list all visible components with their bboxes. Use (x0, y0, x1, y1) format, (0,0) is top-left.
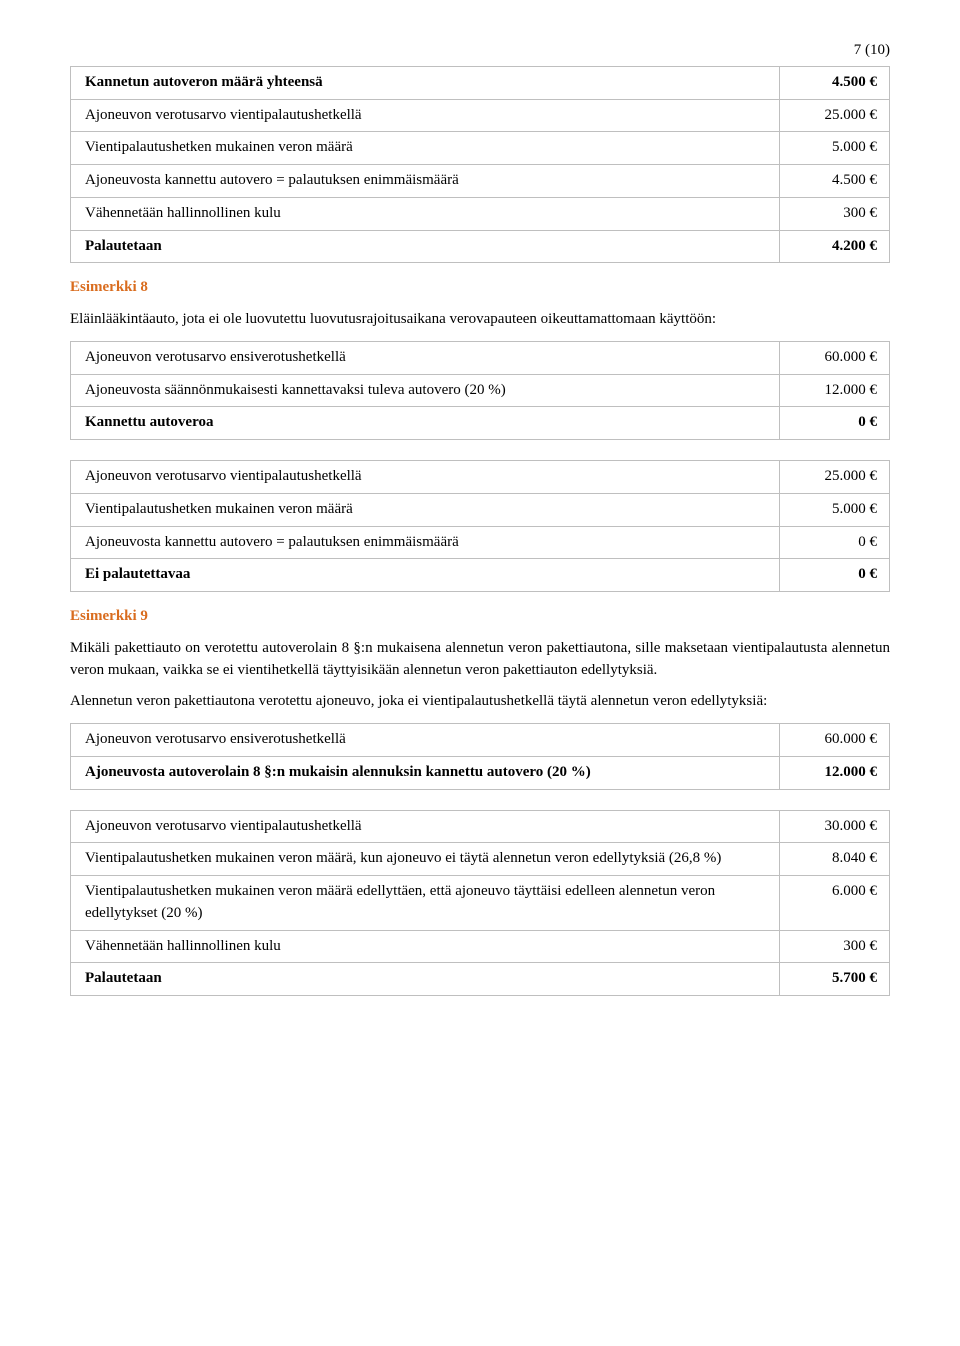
table-row: Vähennetään hallinnollinen kulu300 € (71, 197, 890, 230)
table-4: Ajoneuvon verotusarvo ensiverotushetkell… (70, 723, 890, 790)
cell-label: Ajoneuvon verotusarvo ensiverotushetkell… (71, 341, 780, 374)
cell-label: Kannetun autoveron määrä yhteensä (71, 66, 780, 99)
cell-value: 6.000 € (780, 876, 890, 931)
cell-label: Ajoneuvosta kannettu autovero = palautuk… (71, 526, 780, 559)
cell-value: 8.040 € (780, 843, 890, 876)
table-row: Ajoneuvon verotusarvo vientipalautushetk… (71, 810, 890, 843)
cell-label: Ajoneuvon verotusarvo vientipalautushetk… (71, 810, 780, 843)
cell-label: Ajoneuvosta kannettu autovero = palautuk… (71, 165, 780, 198)
cell-value: 300 € (780, 930, 890, 963)
cell-label: Ajoneuvon verotusarvo vientipalautushetk… (71, 461, 780, 494)
cell-label: Ajoneuvosta säännönmukaisesti kannettava… (71, 374, 780, 407)
cell-value: 0 € (780, 559, 890, 592)
cell-value: 60.000 € (780, 341, 890, 374)
cell-label: Ajoneuvon verotusarvo ensiverotushetkell… (71, 724, 780, 757)
cell-label: Vähennetään hallinnollinen kulu (71, 197, 780, 230)
cell-label: Vientipalautushetken mukainen veron määr… (71, 493, 780, 526)
table-row: Vähennetään hallinnollinen kulu300 € (71, 930, 890, 963)
table-row: Ajoneuvon verotusarvo ensiverotushetkell… (71, 724, 890, 757)
table-row: Ajoneuvon verotusarvo vientipalautushetk… (71, 461, 890, 494)
cell-label: Vientipalautushetken mukainen veron määr… (71, 843, 780, 876)
cell-value: 0 € (780, 526, 890, 559)
cell-label: Ajoneuvosta autoverolain 8 §:n mukaisin … (71, 756, 780, 789)
table-row: Ajoneuvosta autoverolain 8 §:n mukaisin … (71, 756, 890, 789)
table-row: Ajoneuvon verotusarvo vientipalautushetk… (71, 99, 890, 132)
table-row: Ajoneuvosta säännönmukaisesti kannettava… (71, 374, 890, 407)
table-row: Palautetaan5.700 € (71, 963, 890, 996)
table-row: Vientipalautushetken mukainen veron määr… (71, 493, 890, 526)
cell-value: 4.500 € (780, 165, 890, 198)
cell-value: 5.000 € (780, 132, 890, 165)
cell-value: 25.000 € (780, 461, 890, 494)
cell-value: 4.500 € (780, 66, 890, 99)
page-number: 7 (10) (70, 40, 890, 62)
table-row: Kannetun autoveron määrä yhteensä4.500 € (71, 66, 890, 99)
table-3: Ajoneuvon verotusarvo vientipalautushetk… (70, 460, 890, 592)
cell-value: 12.000 € (780, 374, 890, 407)
example-8-intro: Eläinlääkintäauto, jota ei ole luovutett… (70, 309, 890, 331)
example-9-para-2: Alennetun veron pakettiautona verotettu … (70, 691, 890, 713)
table-row: Kannettu autoveroa0 € (71, 407, 890, 440)
table-row: Ajoneuvosta kannettu autovero = palautuk… (71, 526, 890, 559)
cell-value: 30.000 € (780, 810, 890, 843)
table-row: Vientipalautushetken mukainen veron määr… (71, 843, 890, 876)
cell-label: Ei palautettavaa (71, 559, 780, 592)
cell-value: 0 € (780, 407, 890, 440)
cell-value: 5.700 € (780, 963, 890, 996)
cell-value: 25.000 € (780, 99, 890, 132)
table-row: Vientipalautushetken mukainen veron määr… (71, 132, 890, 165)
cell-label: Vientipalautushetken mukainen veron määr… (71, 132, 780, 165)
table-row: Ajoneuvon verotusarvo ensiverotushetkell… (71, 341, 890, 374)
table-row: Vientipalautushetken mukainen veron määr… (71, 876, 890, 931)
cell-value: 12.000 € (780, 756, 890, 789)
example-heading-9: Esimerkki 9 (70, 606, 890, 628)
cell-value: 4.200 € (780, 230, 890, 263)
example-heading-8: Esimerkki 8 (70, 277, 890, 299)
table-2: Ajoneuvon verotusarvo ensiverotushetkell… (70, 341, 890, 440)
table-row: Palautetaan4.200 € (71, 230, 890, 263)
example-9-para-1: Mikäli pakettiauto on verotettu autovero… (70, 638, 890, 682)
cell-value: 5.000 € (780, 493, 890, 526)
cell-label: Palautetaan (71, 230, 780, 263)
cell-value: 60.000 € (780, 724, 890, 757)
table-row: Ei palautettavaa0 € (71, 559, 890, 592)
cell-value: 300 € (780, 197, 890, 230)
cell-label: Vientipalautushetken mukainen veron määr… (71, 876, 780, 931)
cell-label: Ajoneuvon verotusarvo vientipalautushetk… (71, 99, 780, 132)
table-row: Ajoneuvosta kannettu autovero = palautuk… (71, 165, 890, 198)
table-1: Kannetun autoveron määrä yhteensä4.500 €… (70, 66, 890, 264)
cell-label: Vähennetään hallinnollinen kulu (71, 930, 780, 963)
cell-label: Palautetaan (71, 963, 780, 996)
cell-label: Kannettu autoveroa (71, 407, 780, 440)
table-5: Ajoneuvon verotusarvo vientipalautushetk… (70, 810, 890, 997)
